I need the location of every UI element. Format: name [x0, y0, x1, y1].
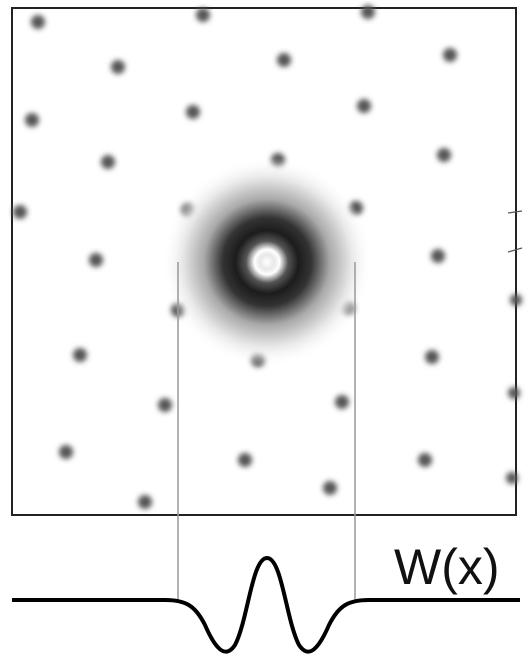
curve-label: W(x)	[394, 539, 500, 595]
central-defect	[162, 157, 372, 367]
diagram: W(x)	[0, 0, 529, 670]
page: W(x) (() => { const data = JSON.parse(do…	[0, 0, 529, 670]
